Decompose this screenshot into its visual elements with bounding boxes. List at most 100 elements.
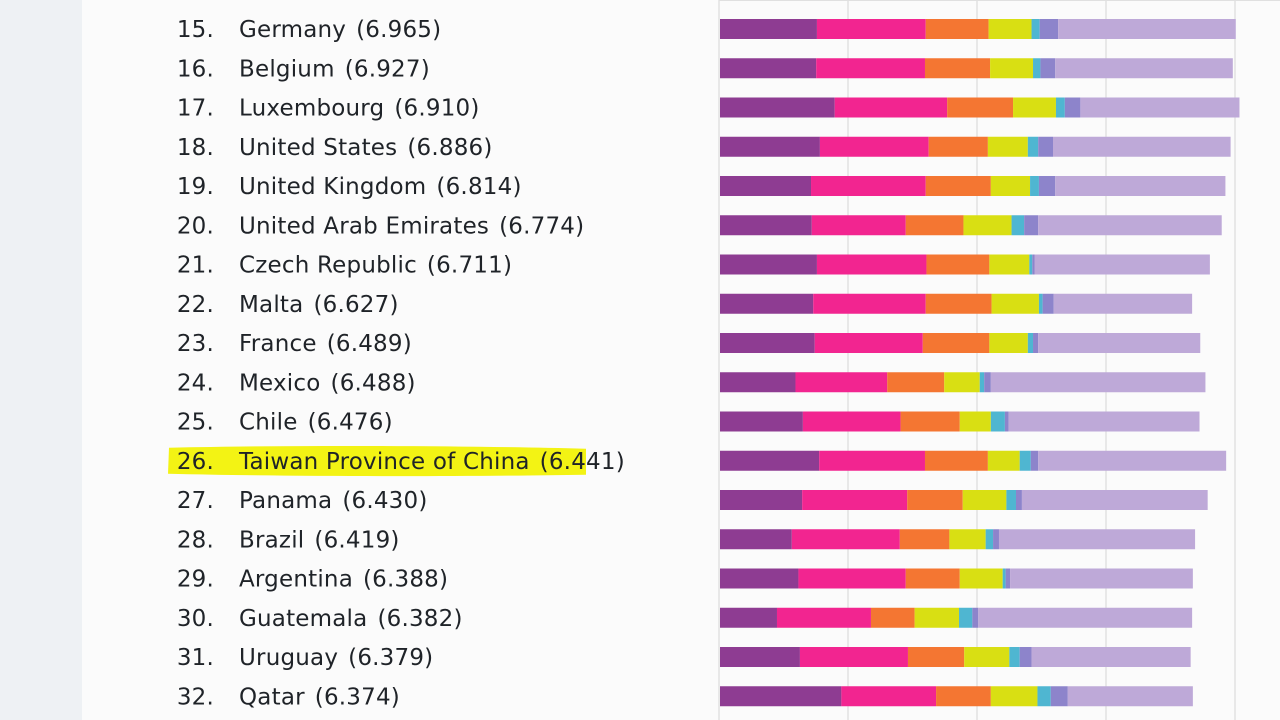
bar-segment (834, 97, 948, 118)
bar-segment (959, 411, 991, 432)
bar-segment (1027, 136, 1039, 157)
bar-segment (987, 450, 1020, 471)
rank-label: 16. (177, 56, 214, 82)
bar-segment (720, 136, 820, 157)
bar-segment (987, 136, 1028, 157)
bar-segment (720, 686, 842, 707)
bar-segment (720, 607, 777, 628)
rank-label: 27. (177, 488, 214, 514)
rank-label: 28. (177, 527, 214, 553)
bar-segment (984, 372, 991, 393)
bar-segment (1016, 490, 1022, 510)
country-label: Taiwan Province of China (238, 449, 530, 475)
rank-label: 22. (177, 292, 214, 318)
bar-segment (802, 411, 901, 432)
bar-segment (720, 647, 800, 667)
bar-segment (798, 568, 906, 589)
highlight-marker (168, 445, 586, 477)
bar-segment (720, 529, 792, 550)
bar-segment (1032, 254, 1035, 275)
rank-label: 24. (177, 370, 214, 396)
score-label: (6.965) (356, 17, 441, 43)
bar-segment (1002, 568, 1006, 589)
bar-segment (922, 333, 990, 353)
bar-segment (813, 293, 926, 314)
bar-segment (905, 215, 964, 236)
country-label: Chile (239, 410, 298, 436)
bar-segment (720, 19, 817, 39)
score-label: (6.382) (377, 606, 462, 632)
bar-segment (936, 686, 991, 707)
bar-segment (720, 450, 820, 471)
bar-segment (1055, 97, 1065, 118)
bar-segment (991, 293, 1039, 314)
rank-label: 25. (177, 410, 214, 436)
bar-segment (959, 607, 973, 628)
rank-label: 31. (177, 645, 214, 671)
bar-segment (720, 58, 817, 79)
bar-segment (1033, 333, 1039, 353)
score-label: (6.388) (363, 567, 448, 593)
score-label: (6.927) (345, 56, 430, 82)
bar-segment (1067, 686, 1193, 707)
score-label: (6.711) (427, 253, 512, 279)
bar-segment (944, 372, 980, 393)
rank-label: 20. (177, 213, 214, 239)
bar-segment (819, 136, 929, 157)
score-label: (6.910) (394, 96, 479, 122)
bar-segment (925, 293, 992, 314)
score-label: (6.774) (499, 213, 584, 239)
bar-segment (985, 529, 994, 550)
bar-segment (1038, 215, 1222, 236)
bar-segment (990, 176, 1031, 196)
bar-segment (887, 372, 945, 393)
bar-segment (720, 254, 817, 275)
bar-segment (799, 647, 908, 667)
bar-segment (870, 607, 915, 628)
bar-segment (1037, 686, 1051, 707)
bar-segment (720, 293, 814, 314)
bar-segment (1031, 647, 1191, 667)
bar-segment (1009, 647, 1020, 667)
bar-segment (925, 176, 991, 196)
bar-segment (963, 215, 1012, 236)
bar-segment (720, 372, 796, 393)
rank-label: 30. (177, 606, 214, 632)
country-label: Czech Republic (239, 253, 417, 279)
bar-segment (998, 529, 1196, 550)
bar-segment (924, 58, 991, 79)
bar-segment (1034, 254, 1210, 275)
bar-segment (1030, 176, 1039, 196)
bar-segment (989, 254, 1030, 275)
bar-segment (720, 97, 835, 118)
bar-segment (1033, 58, 1041, 79)
bar-segment (1010, 568, 1193, 589)
rank-label: 17. (177, 96, 214, 122)
rank-label: 32. (177, 684, 214, 710)
score-label: (6.488) (331, 370, 416, 396)
bar-segment (1030, 450, 1039, 471)
bar-segment (791, 529, 900, 550)
country-label: United States (239, 135, 397, 161)
bar-segment (1031, 19, 1040, 39)
score-label: (6.489) (327, 331, 412, 357)
rank-label: 29. (177, 567, 214, 593)
bar-segment (1040, 58, 1056, 79)
bar-segment (1038, 293, 1043, 314)
score-label: (6.430) (342, 488, 427, 514)
bar-segment (1053, 136, 1231, 157)
bar-segment (720, 411, 803, 432)
bar-segment (949, 529, 986, 550)
bar-segment (1024, 215, 1039, 236)
country-label: United Kingdom (239, 174, 426, 200)
score-label: (6.627) (313, 292, 398, 318)
bar-segment (1055, 58, 1233, 79)
bar-segment (990, 411, 1005, 432)
bar-segment (1038, 136, 1053, 157)
bar-segment (814, 333, 923, 353)
bar-segment (1005, 568, 1011, 589)
bar-segment (811, 176, 926, 196)
bar-segment (1050, 686, 1068, 707)
